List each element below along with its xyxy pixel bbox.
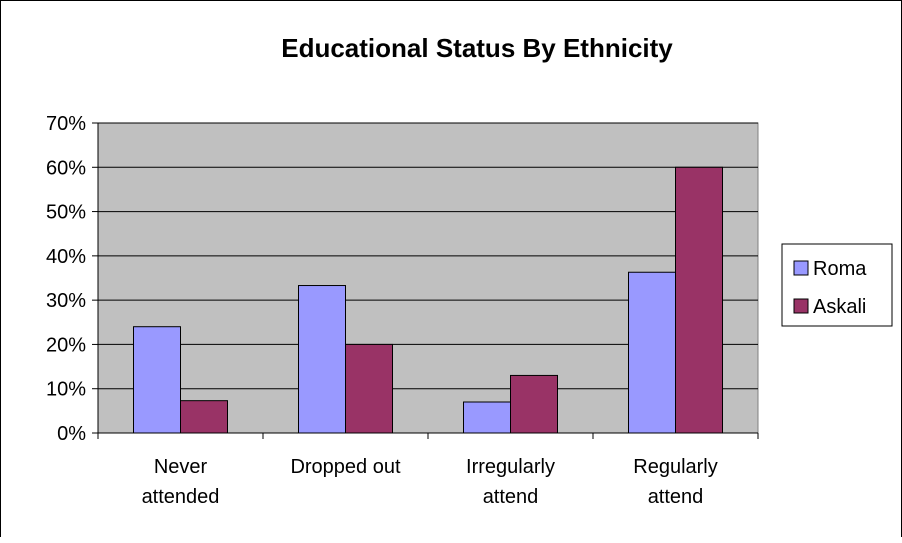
bars	[133, 166, 723, 434]
y-tick-labels: 0% 10% 20% 30% 40% 50% 60% 70%	[46, 113, 86, 445]
y-tick-label: 30%	[46, 290, 86, 312]
bar-roma-0	[133, 326, 181, 434]
bar-askali-0	[180, 400, 228, 434]
bar-roma-2	[463, 401, 511, 434]
y-tick-label: 60%	[46, 157, 86, 179]
bar-roma-3	[628, 271, 676, 434]
legend-label-askali: Askali	[813, 296, 866, 318]
x-tick-labels: Never attended Dropped out Irregularly atten…	[142, 456, 718, 508]
x-tick-label: Dropped out	[290, 456, 401, 478]
y-tick-label: 0%	[57, 423, 86, 445]
y-tick-label: 20%	[46, 334, 86, 356]
bar-askali-1	[345, 343, 393, 434]
bar-askali-3	[675, 166, 723, 434]
legend-swatch-roma	[793, 260, 809, 276]
x-tick-label: attend	[483, 486, 539, 508]
bar-askali-2	[510, 374, 558, 434]
x-tick-label: attended	[142, 486, 220, 508]
legend-label-roma: Roma	[813, 258, 867, 280]
y-tick-label: 50%	[46, 202, 86, 224]
x-tick-label: attend	[648, 486, 704, 508]
y-tick-label: 10%	[46, 379, 86, 401]
x-tick-label: Irregularly	[466, 456, 555, 478]
x-tick-label: Regularly	[633, 456, 717, 478]
y-tick-label: 40%	[46, 246, 86, 268]
x-tick-label: Never	[154, 456, 208, 478]
chart-title: Educational Status By Ethnicity	[281, 33, 673, 63]
bar-roma-1	[298, 285, 346, 434]
y-tick-label: 70%	[46, 113, 86, 135]
axes	[92, 122, 759, 439]
legend-swatch-askali	[793, 298, 809, 314]
legend: Roma Askali	[781, 243, 893, 327]
